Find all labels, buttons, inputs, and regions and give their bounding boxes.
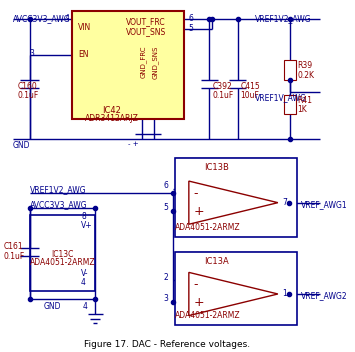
Bar [175,252,297,325]
Text: 3: 3 [164,294,168,303]
Text: VIN: VIN [78,23,92,32]
Text: VOUT_SNS: VOUT_SNS [126,27,166,36]
Polygon shape [189,181,278,224]
Text: IC13C: IC13C [51,250,73,259]
Text: 5: 5 [164,203,168,212]
Text: VREF_AWG1: VREF_AWG1 [301,200,348,209]
Text: GND: GND [44,302,61,311]
Text: VREF_AWG2: VREF_AWG2 [301,291,348,300]
Text: 10uF: 10uF [240,91,259,100]
Text: - +: - + [128,141,138,147]
Text: -: - [193,278,198,291]
Text: +: + [193,205,204,218]
Text: EN: EN [78,50,89,59]
Bar [72,11,184,119]
Text: ADA4051-2ARMZ: ADA4051-2ARMZ [175,223,240,232]
Text: GND: GND [13,141,30,150]
Text: 4: 4 [81,278,86,287]
Text: ADR3412ARJZ: ADR3412ARJZ [85,114,139,123]
Bar [284,95,296,114]
Text: 5: 5 [189,24,194,33]
Text: 1K: 1K [297,106,307,114]
Bar [175,158,297,237]
Text: 4: 4 [64,14,69,23]
Text: 0.1uF: 0.1uF [17,91,39,100]
Text: VREF1V2_AWG: VREF1V2_AWG [29,185,86,194]
Text: -: - [193,187,198,200]
Text: V-: V- [81,269,88,278]
Text: R41: R41 [297,96,312,105]
Text: 7: 7 [283,198,288,207]
Text: 4: 4 [83,302,88,311]
Text: AVCC3V3_AWG: AVCC3V3_AWG [29,200,87,209]
Bar [284,60,296,80]
Text: C160: C160 [17,82,37,91]
Text: VREF1V_AWG: VREF1V_AWG [255,93,306,102]
Text: 0.2K: 0.2K [297,71,315,80]
Text: ADA4051-2ARMZ: ADA4051-2ARMZ [29,258,95,267]
Text: VREF1V2_AWG: VREF1V2_AWG [255,14,311,23]
Text: 6: 6 [189,14,194,23]
Text: Figure 17. DAC - Reference voltages.: Figure 17. DAC - Reference voltages. [84,340,250,349]
Text: IC13B: IC13B [204,163,229,172]
Text: GND_FRC: GND_FRC [140,45,147,78]
Text: +: + [193,296,204,309]
Text: 2: 2 [164,273,168,282]
Text: C161: C161 [3,242,23,251]
Text: 0.1uF: 0.1uF [212,91,234,100]
Text: AVCC3V3_AWG: AVCC3V3_AWG [13,14,70,23]
Text: 3: 3 [29,49,34,57]
Text: VOUT_FRC: VOUT_FRC [126,17,166,26]
Polygon shape [189,272,278,316]
Text: C392: C392 [212,82,232,91]
Text: C415: C415 [240,82,260,91]
Text: GND_SNS: GND_SNS [152,45,159,79]
Text: 1: 1 [283,289,287,298]
Text: V+: V+ [81,221,93,230]
Text: 6: 6 [164,182,168,190]
Text: 0.1uF: 0.1uF [3,252,24,261]
Text: R39: R39 [297,61,313,70]
Text: IC42: IC42 [103,106,121,115]
Bar [29,215,95,291]
Text: IC13A: IC13A [204,257,229,266]
Text: 8: 8 [81,213,86,221]
Text: ADA4051-2ARMZ: ADA4051-2ARMZ [175,312,240,320]
